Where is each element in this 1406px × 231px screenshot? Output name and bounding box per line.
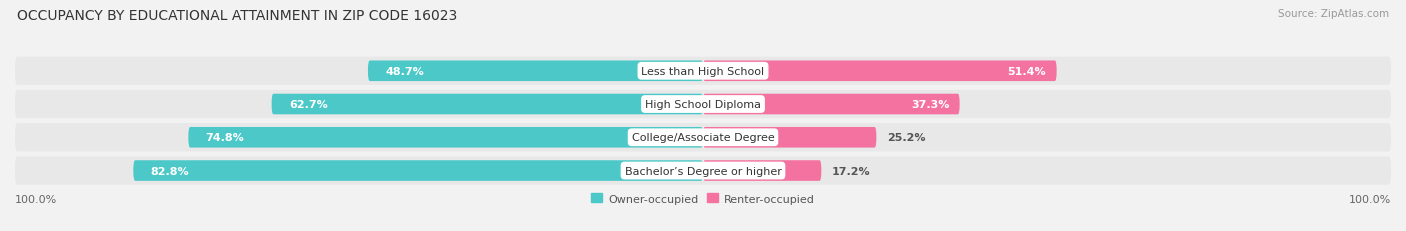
FancyBboxPatch shape xyxy=(15,57,1391,85)
FancyBboxPatch shape xyxy=(368,61,703,82)
Text: 100.0%: 100.0% xyxy=(1348,195,1391,205)
Text: 17.2%: 17.2% xyxy=(832,166,870,176)
Text: OCCUPANCY BY EDUCATIONAL ATTAINMENT IN ZIP CODE 16023: OCCUPANCY BY EDUCATIONAL ATTAINMENT IN Z… xyxy=(17,9,457,23)
FancyBboxPatch shape xyxy=(703,128,876,148)
Text: Less than High School: Less than High School xyxy=(641,67,765,76)
FancyBboxPatch shape xyxy=(15,91,1391,119)
Text: Bachelor’s Degree or higher: Bachelor’s Degree or higher xyxy=(624,166,782,176)
Text: 74.8%: 74.8% xyxy=(205,133,245,143)
Text: 100.0%: 100.0% xyxy=(15,195,58,205)
FancyBboxPatch shape xyxy=(134,161,703,181)
Text: High School Diploma: High School Diploma xyxy=(645,100,761,109)
Text: 82.8%: 82.8% xyxy=(150,166,190,176)
FancyBboxPatch shape xyxy=(15,157,1391,185)
Text: 48.7%: 48.7% xyxy=(385,67,423,76)
Text: Source: ZipAtlas.com: Source: ZipAtlas.com xyxy=(1278,9,1389,19)
Text: College/Associate Degree: College/Associate Degree xyxy=(631,133,775,143)
Text: 25.2%: 25.2% xyxy=(887,133,925,143)
FancyBboxPatch shape xyxy=(188,128,703,148)
FancyBboxPatch shape xyxy=(703,161,821,181)
FancyBboxPatch shape xyxy=(703,94,960,115)
Text: 37.3%: 37.3% xyxy=(911,100,949,109)
FancyBboxPatch shape xyxy=(15,124,1391,152)
FancyBboxPatch shape xyxy=(703,61,1057,82)
FancyBboxPatch shape xyxy=(271,94,703,115)
Text: 62.7%: 62.7% xyxy=(288,100,328,109)
Text: 51.4%: 51.4% xyxy=(1008,67,1046,76)
Legend: Owner-occupied, Renter-occupied: Owner-occupied, Renter-occupied xyxy=(586,189,820,208)
